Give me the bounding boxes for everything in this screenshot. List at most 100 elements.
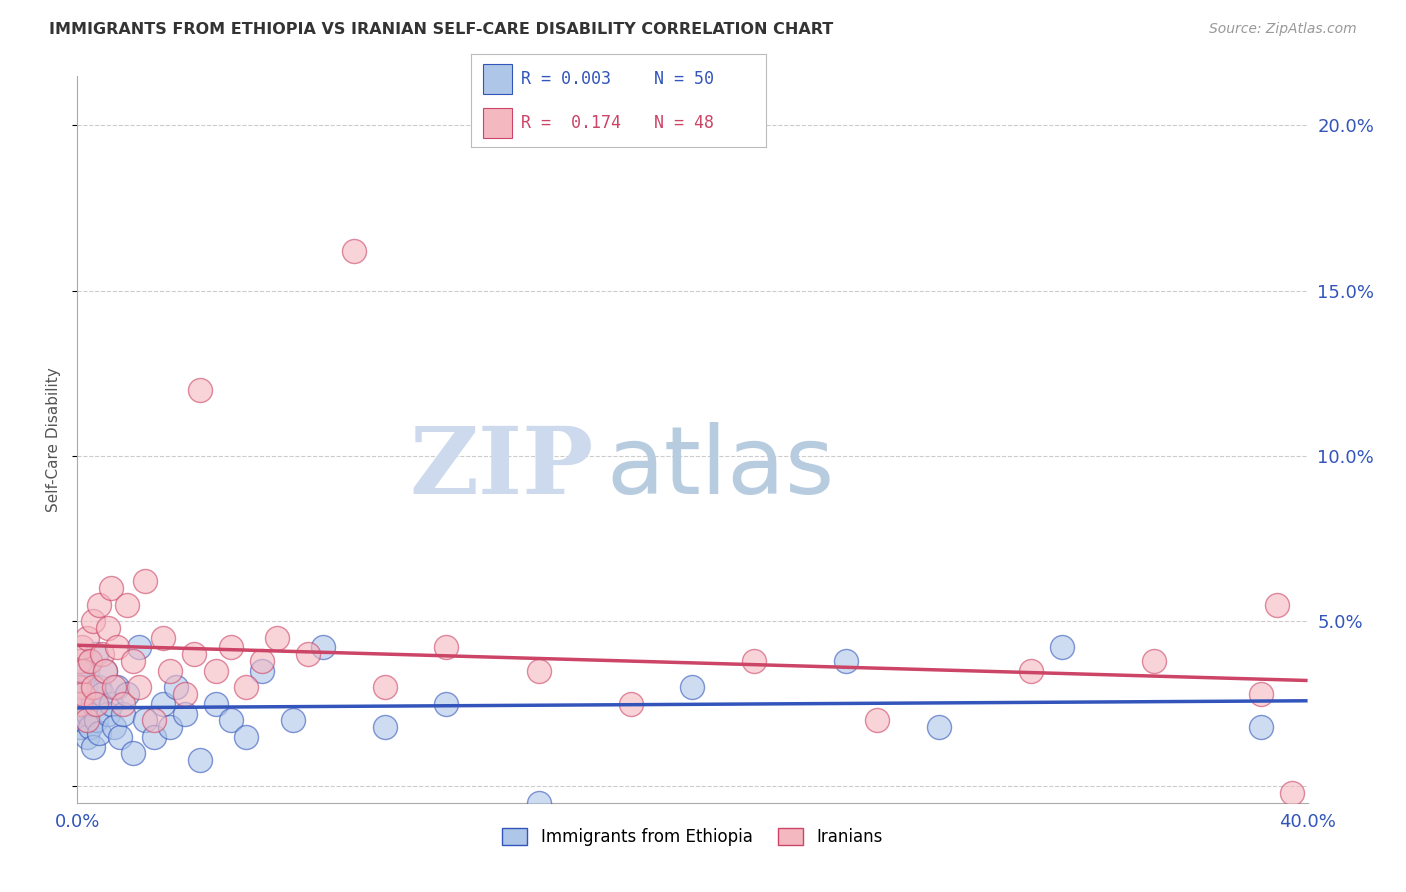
- Point: [297, 647, 319, 661]
- Point: [82, 739, 104, 754]
- Point: [219, 640, 242, 655]
- Point: [866, 713, 889, 727]
- Point: [1250, 687, 1272, 701]
- Point: [79, 654, 101, 668]
- Point: [527, 796, 550, 810]
- Point: [436, 697, 458, 711]
- Point: [183, 647, 205, 661]
- Point: [76, 631, 98, 645]
- Point: [100, 581, 122, 595]
- Point: [121, 654, 143, 668]
- Legend: Immigrants from Ethiopia, Iranians: Immigrants from Ethiopia, Iranians: [496, 822, 889, 853]
- Point: [79, 654, 101, 668]
- Point: [72, 664, 94, 678]
- Point: [112, 697, 135, 711]
- Text: ZIP: ZIP: [409, 424, 595, 514]
- Point: [72, 697, 94, 711]
- Point: [79, 720, 101, 734]
- Point: [1281, 786, 1303, 800]
- Point: [87, 726, 110, 740]
- Point: [835, 654, 858, 668]
- Text: atlas: atlas: [606, 423, 835, 515]
- Point: [84, 713, 107, 727]
- Point: [97, 621, 120, 635]
- Point: [527, 664, 550, 678]
- Point: [682, 680, 704, 694]
- Point: [76, 664, 98, 678]
- Point: [128, 640, 150, 655]
- Point: [100, 697, 122, 711]
- Point: [134, 574, 156, 589]
- Point: [76, 713, 98, 727]
- Point: [115, 598, 138, 612]
- Point: [159, 720, 181, 734]
- Point: [103, 720, 125, 734]
- Point: [134, 713, 156, 727]
- Y-axis label: Self-Care Disability: Self-Care Disability: [45, 367, 60, 512]
- Point: [159, 664, 181, 678]
- Point: [84, 647, 107, 661]
- Point: [69, 697, 91, 711]
- Point: [87, 598, 110, 612]
- Point: [742, 654, 765, 668]
- Point: [76, 730, 98, 744]
- Point: [235, 680, 257, 694]
- Point: [620, 697, 643, 711]
- Point: [1250, 720, 1272, 734]
- Point: [94, 664, 117, 678]
- Point: [281, 713, 304, 727]
- Point: [152, 631, 174, 645]
- Point: [143, 713, 166, 727]
- Point: [1265, 598, 1288, 612]
- Point: [1143, 654, 1166, 668]
- Point: [374, 720, 396, 734]
- Point: [112, 706, 135, 721]
- Point: [73, 680, 96, 694]
- Point: [188, 383, 212, 397]
- Point: [204, 697, 226, 711]
- Point: [72, 687, 94, 701]
- Point: [928, 720, 950, 734]
- Point: [72, 713, 94, 727]
- Point: [312, 640, 335, 655]
- Point: [87, 680, 110, 694]
- Point: [266, 631, 288, 645]
- Point: [84, 697, 107, 711]
- Bar: [482, 108, 512, 138]
- Point: [174, 706, 197, 721]
- Point: [110, 730, 132, 744]
- Point: [1019, 664, 1042, 678]
- Point: [152, 697, 174, 711]
- Point: [204, 664, 226, 678]
- Text: R = 0.003: R = 0.003: [522, 70, 612, 87]
- Point: [115, 687, 138, 701]
- Point: [70, 673, 93, 688]
- Point: [188, 753, 212, 767]
- Bar: [482, 64, 512, 94]
- Point: [67, 706, 90, 721]
- Point: [70, 640, 93, 655]
- Point: [174, 687, 197, 701]
- Point: [121, 746, 143, 760]
- Point: [69, 720, 91, 734]
- Point: [250, 654, 273, 668]
- Text: R =  0.174: R = 0.174: [522, 114, 621, 132]
- Point: [82, 614, 104, 628]
- Point: [105, 640, 128, 655]
- Point: [67, 680, 90, 694]
- Point: [82, 680, 104, 694]
- Text: N = 50: N = 50: [654, 70, 714, 87]
- Point: [128, 680, 150, 694]
- Point: [69, 687, 91, 701]
- Point: [165, 680, 187, 694]
- Point: [90, 647, 114, 661]
- Point: [143, 730, 166, 744]
- Point: [69, 654, 91, 668]
- Point: [436, 640, 458, 655]
- Point: [97, 706, 120, 721]
- Point: [374, 680, 396, 694]
- Point: [105, 680, 128, 694]
- Point: [219, 713, 242, 727]
- Point: [82, 697, 104, 711]
- Point: [250, 664, 273, 678]
